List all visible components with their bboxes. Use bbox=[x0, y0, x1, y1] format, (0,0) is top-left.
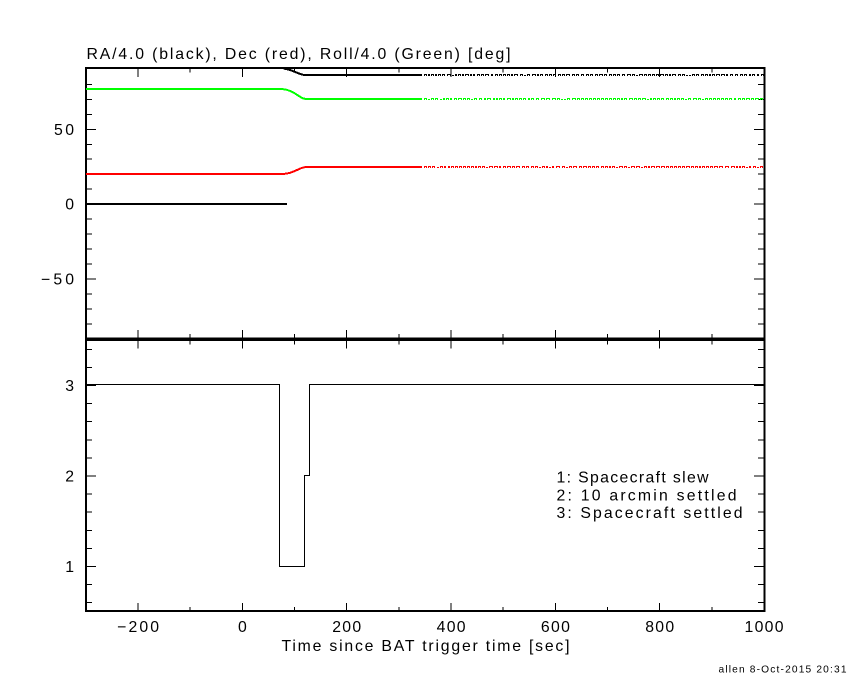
svg-text:2: 2 bbox=[65, 469, 74, 486]
svg-text:−50: −50 bbox=[41, 272, 74, 289]
svg-text:1: 1 bbox=[65, 559, 74, 576]
svg-text:3: Spacecraft settled: 3: Spacecraft settled bbox=[557, 505, 743, 522]
svg-text:800: 800 bbox=[645, 619, 674, 636]
svg-text:400: 400 bbox=[437, 619, 466, 636]
svg-text:600: 600 bbox=[541, 619, 570, 636]
svg-text:0: 0 bbox=[238, 619, 247, 636]
svg-text:200: 200 bbox=[332, 619, 361, 636]
svg-text:Time since BAT trigger time [s: Time since BAT trigger time [sec] bbox=[282, 638, 570, 655]
svg-text:1000: 1000 bbox=[745, 619, 784, 636]
svg-text:3: 3 bbox=[65, 378, 74, 395]
svg-text:1: Spacecraft slew: 1: Spacecraft slew bbox=[557, 470, 710, 487]
svg-text:allen 8-Oct-2015 20:31: allen 8-Oct-2015 20:31 bbox=[719, 665, 847, 676]
svg-text:0: 0 bbox=[65, 197, 74, 214]
